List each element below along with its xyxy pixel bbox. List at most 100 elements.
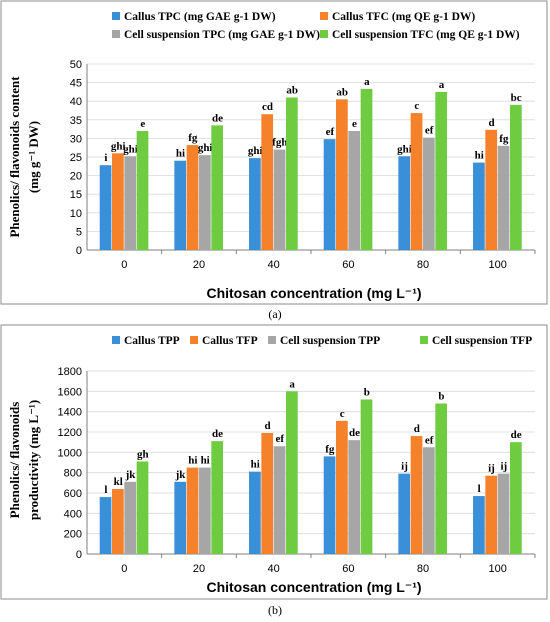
panel-b-ytick-label: 1600 (58, 386, 82, 398)
panel-b-legend-label: Cell suspension TFP (432, 335, 532, 347)
panel-a-sig-label: hi (475, 150, 484, 162)
panel-a-bar-2-80 (410, 113, 423, 250)
panel-a-sig-label: bc (511, 92, 522, 104)
panel-b-sig-label: c (340, 408, 345, 420)
panel-a-xtick-label: 0 (121, 259, 127, 271)
panel-b-bar-1-60 (323, 456, 336, 554)
panel-b-sig-label: de (212, 428, 223, 440)
panel-b-bar-3-100 (497, 473, 510, 554)
panel-a-bar-3-60 (348, 130, 361, 250)
panel-b-ytick-label: 1200 (58, 427, 82, 439)
panel-b-bar-4-100 (509, 442, 522, 554)
panel-b-sig-label: kl (114, 476, 123, 488)
panel-a-ytick-label: 50 (70, 59, 82, 71)
panel-a-ytick-label: 5 (76, 226, 82, 238)
panel-a-sig-label: e (352, 118, 357, 130)
panel-b-legend-label: Cell suspension TPP (280, 335, 380, 347)
panel-a-sig-label: ef (326, 126, 335, 138)
panel-a-sig-label: ef (425, 125, 434, 137)
panel-b-sig-label: b (364, 386, 370, 398)
panel-b-bar-3-40 (273, 446, 286, 554)
panel-b-sig-label: de (511, 429, 522, 441)
panel-a-legend-label: Cell suspension TPC (mg GAE g-1 DW) (124, 29, 320, 41)
panel-b-sig-label: jk (125, 469, 137, 481)
panel-b-sig-label: b (438, 391, 444, 403)
panel-a-bar-4-60 (360, 88, 373, 250)
panel-a-bar-1-100 (473, 162, 485, 250)
panel-a-xtick-label: 20 (193, 259, 205, 271)
panel-b-sig-label: ij (500, 461, 507, 473)
panel-a-bar-2-20 (186, 145, 199, 250)
panel-a-bar-1-60 (323, 139, 336, 250)
panel-b-bar-2-80 (410, 436, 423, 554)
panel-b-bar-1-40 (249, 471, 261, 554)
panel-b-xtick-label: 20 (193, 563, 205, 575)
panel-b-caption: (b) (268, 603, 282, 617)
panel-a-sig-label: a (439, 79, 445, 91)
panel-a-bar-4-40 (285, 97, 298, 250)
panel-a-sig-label: ab (336, 86, 348, 98)
panel-a-sig-label: de (212, 112, 223, 124)
panel-a-bar-2-100 (485, 129, 498, 250)
panel-b-ytick-label: 800 (64, 468, 82, 480)
panel-b-sig-label: a (289, 378, 295, 390)
panel-a-sig-label: i (104, 152, 107, 164)
panel-b-sig-label: l (478, 483, 481, 495)
panel-a-legend-swatch (112, 30, 120, 38)
panel-a-bar-4-100 (509, 104, 522, 250)
panel-b-ytick-label: 600 (64, 488, 82, 500)
panel-b-bar-2-0 (112, 488, 124, 554)
panel-a-legend: Callus TPC (mg GAE g-1 DW) Callus TFC (mg… (112, 11, 520, 41)
panel-a-ytick-label: 20 (70, 171, 82, 183)
panel-b-xtick-label: 80 (417, 563, 429, 575)
panel-b-legend-label: Callus TFP (202, 335, 258, 347)
panel-a-sig-label: ghi (123, 143, 138, 155)
panel-a-bar-2-60 (336, 99, 348, 250)
panel-b-legend: Callus TPP Callus TFP Cell suspension TPP C… (112, 335, 532, 347)
panel-b-legend-swatch (268, 336, 276, 344)
panel-a-bar-4-20 (211, 125, 224, 250)
panel-b-sig-label: fg (325, 443, 335, 455)
panel-b-bar-3-60 (348, 440, 361, 554)
panel-b-bar-4-40 (285, 391, 298, 554)
panel-b-xtick-label: 60 (342, 563, 354, 575)
panel-b-xtick-label: 40 (268, 563, 280, 575)
panel-a-plot: 05101520253035404550ighighie0hifgghide20… (70, 59, 536, 271)
panel-b: Callus TPP Callus TFP Cell suspension TPP C… (0, 324, 548, 600)
panel-b-bar-2-20 (186, 467, 199, 554)
panel-b-bar-4-80 (435, 403, 448, 554)
panel-a-legend-label: Cell suspension TFC (mg QE g-1 DW) (332, 29, 520, 41)
panel-b-bar-1-100 (473, 496, 485, 554)
panel-b-bar-2-100 (485, 475, 498, 554)
panel-a-sig-label: ghi (111, 140, 126, 152)
panel-a-legend-swatch (112, 12, 120, 20)
panel-a-ylabel-line1: Phenolics/ flavonoids content (7, 76, 22, 238)
panel-a-legend-swatch (320, 30, 328, 38)
panel-b-ytick-label: 1000 (58, 447, 82, 459)
panel-b-sig-label: ef (425, 434, 434, 446)
panel-b-bar-1-80 (398, 473, 411, 554)
panel-b-ylabel-line1: Phenolics/ flavonoids (7, 402, 22, 519)
panel-b-legend-label: Callus TPP (124, 335, 180, 347)
panel-b-sig-label: d (414, 423, 420, 435)
panel-a-ytick-label: 30 (70, 133, 82, 145)
panel-a-legend-swatch (320, 12, 328, 20)
panel-a-bar-2-40 (261, 114, 274, 250)
panel-b-bar-4-20 (211, 441, 224, 554)
panel-a-legend-label: Callus TFC (mg QE g-1 DW) (332, 11, 475, 23)
panel-a-bar-1-40 (249, 158, 261, 250)
panel-b-sig-label: jk (175, 469, 187, 481)
panel-b-bar-1-20 (174, 481, 187, 554)
panel-b-bar-3-80 (423, 447, 435, 554)
panel-b-bar-1-0 (99, 497, 112, 554)
panel-a-ytick-label: 35 (70, 115, 82, 127)
panel-a-bar-1-0 (99, 165, 112, 250)
panel-b-bar-2-40 (261, 433, 274, 554)
panel-b-sig-label: hi (188, 455, 197, 467)
panel-b-ytick-label: 1800 (58, 366, 82, 378)
panel-a-ytick-label: 45 (70, 78, 82, 90)
panel-b-legend-swatch (190, 336, 198, 344)
panel-a-ytick-label: 40 (70, 96, 82, 108)
panel-b-xtick-label: 100 (488, 563, 506, 575)
